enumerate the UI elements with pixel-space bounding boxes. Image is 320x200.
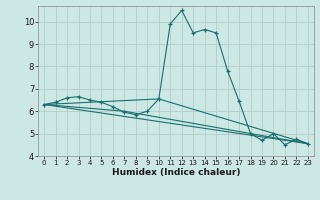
X-axis label: Humidex (Indice chaleur): Humidex (Indice chaleur) (112, 168, 240, 177)
